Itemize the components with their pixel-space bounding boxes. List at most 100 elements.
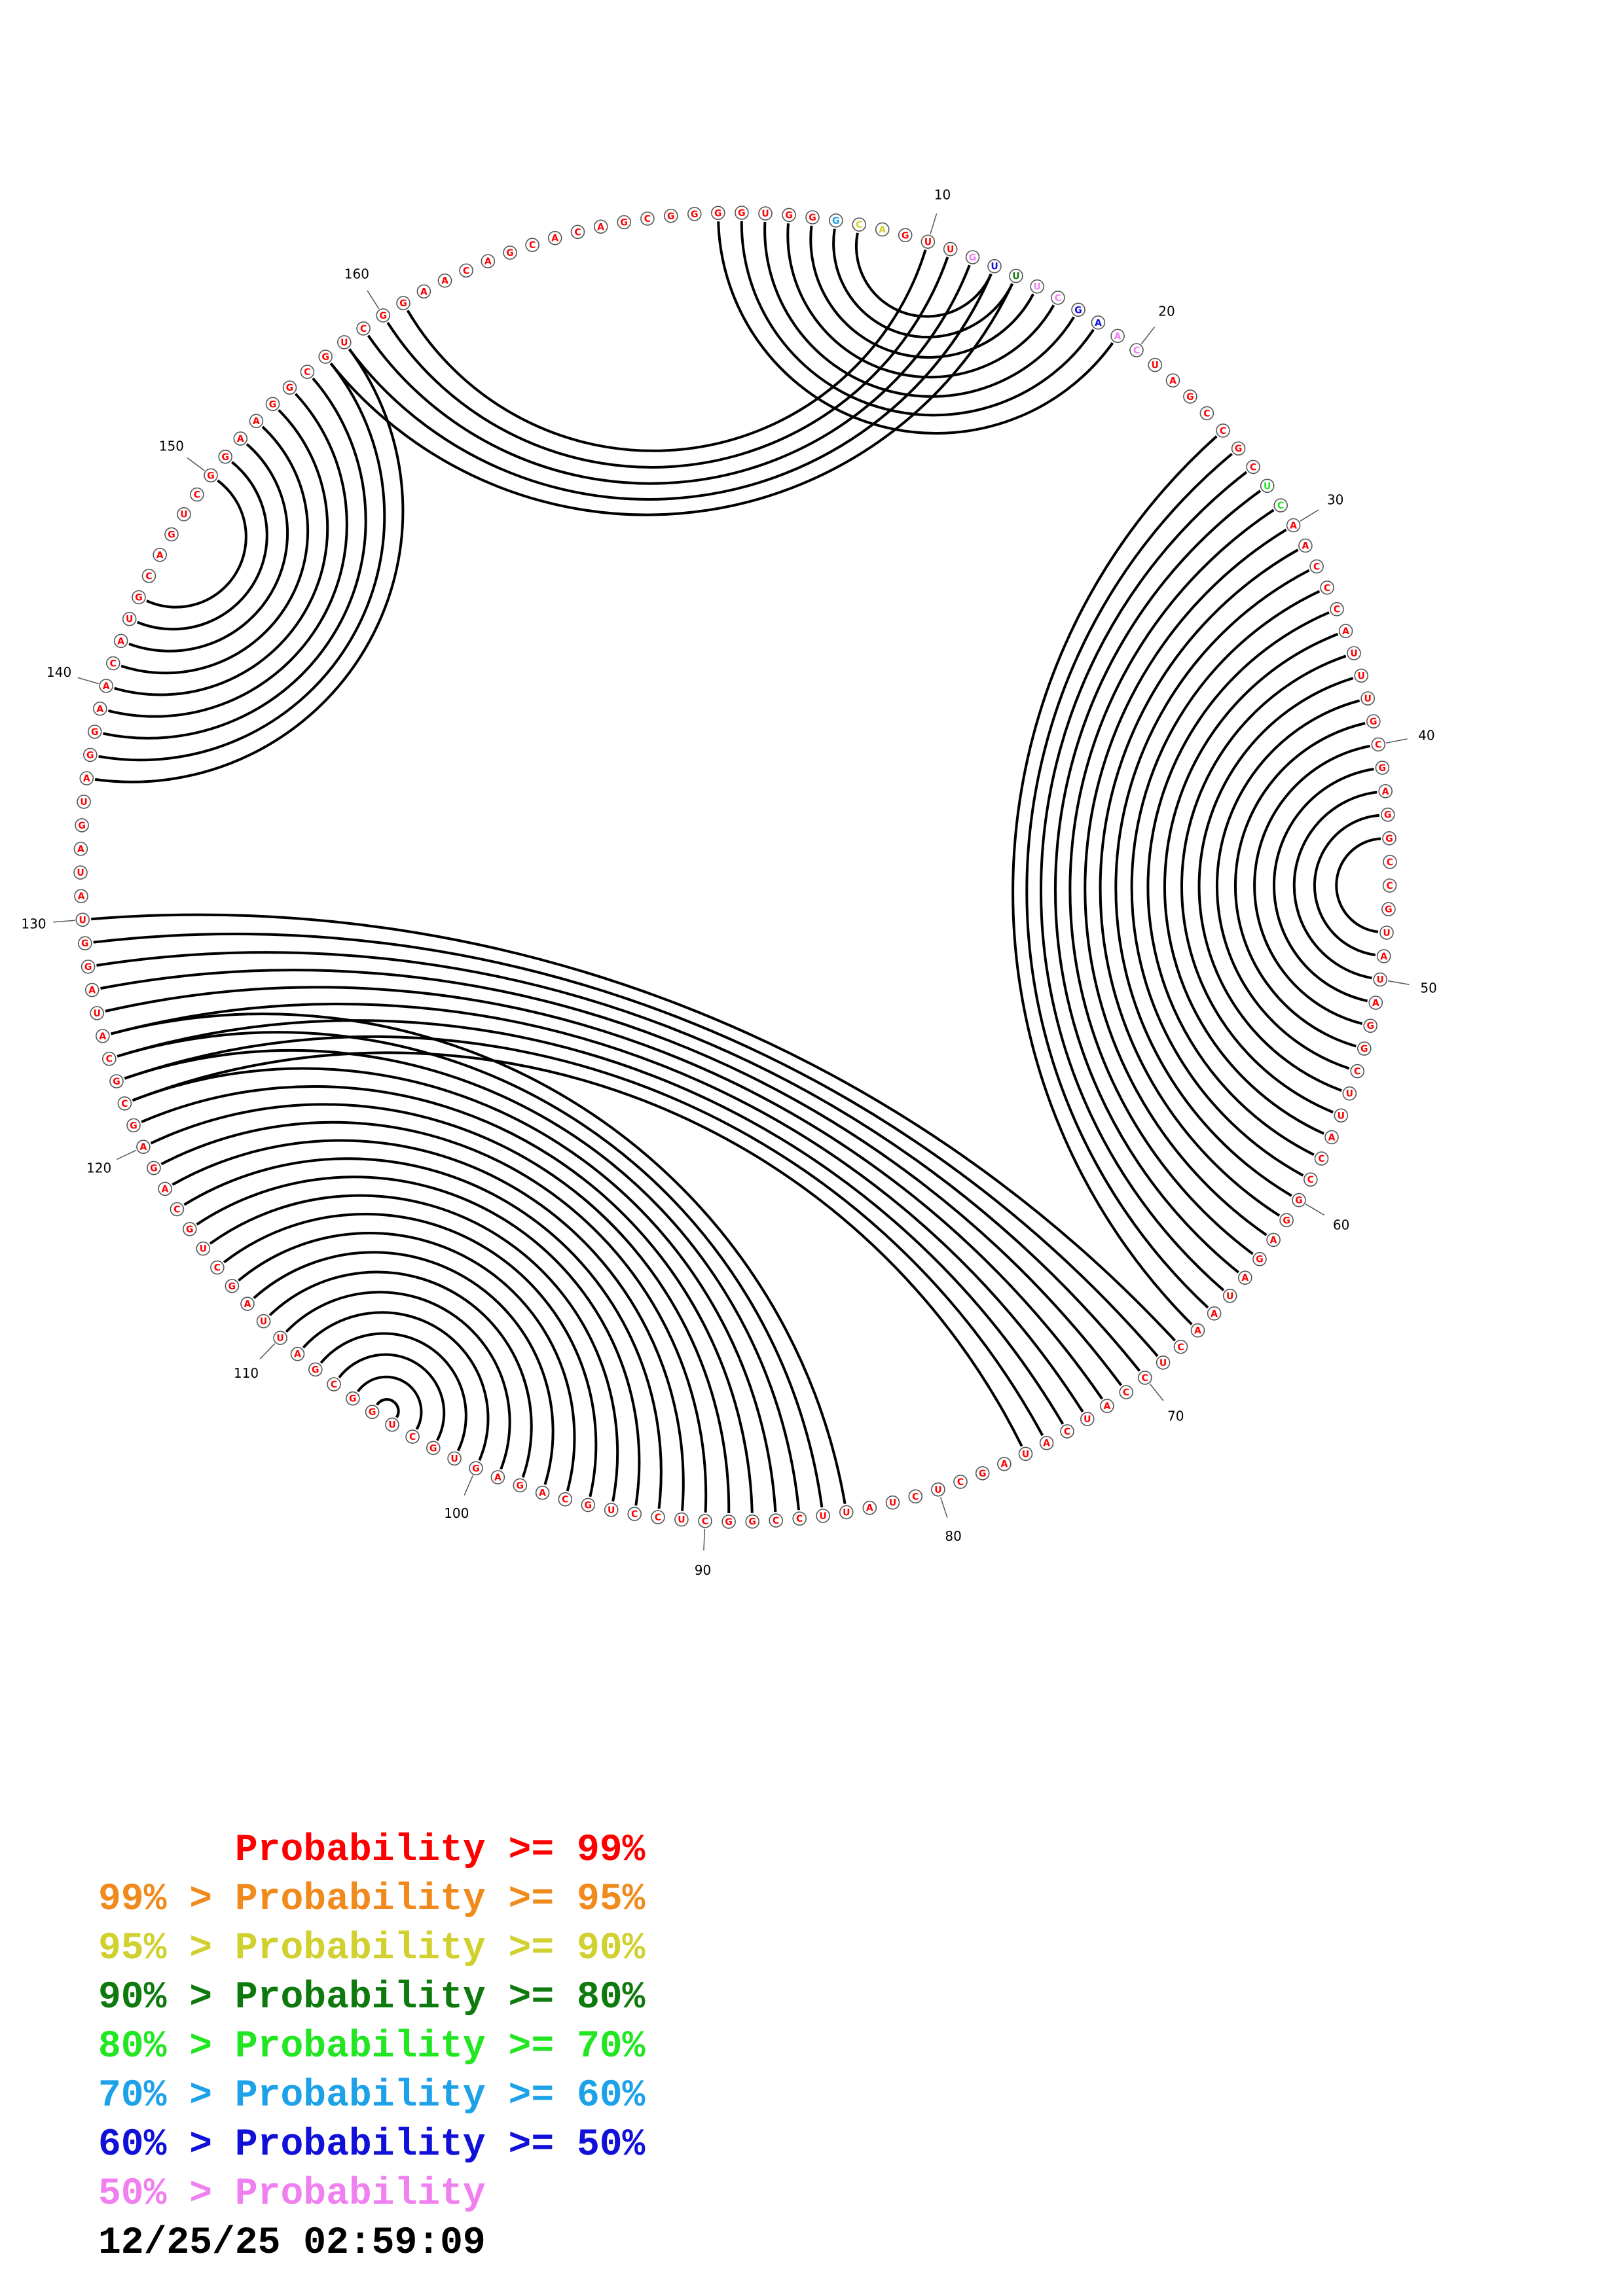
nucleotide-letter: U — [126, 615, 133, 625]
nucleotide-circle — [99, 679, 113, 693]
pair-arc-102-107 — [338, 1353, 446, 1441]
nucleotide-105: G — [365, 1405, 380, 1419]
nucleotide-1: G — [711, 206, 725, 221]
nucleotide-circle — [290, 1346, 305, 1361]
nucleotide-circle — [170, 1202, 185, 1217]
tick-line — [1140, 326, 1156, 344]
nucleotide-letter: C — [1133, 346, 1140, 356]
nucleotide-circle — [758, 206, 773, 221]
pair-arc-43-49 — [1313, 814, 1379, 957]
nucleotide-circle — [346, 1391, 360, 1406]
nucleotide-173: G — [664, 208, 678, 223]
legend-lower-bound — [98, 1829, 235, 1872]
nucleotide-161: G — [396, 296, 410, 310]
nucleotide-147: G — [164, 527, 179, 542]
nucleotide-48: U — [1379, 925, 1394, 940]
nucleotide-9: G — [898, 228, 913, 243]
nucleotide-letter: A — [1169, 376, 1176, 386]
nucleotide-letter: C — [1386, 881, 1393, 891]
nucleotide-circle — [1060, 1424, 1074, 1439]
nucleotide-circle — [1199, 406, 1214, 421]
nucleotide-circle — [1279, 1213, 1294, 1228]
nucleotide-circle — [75, 912, 90, 927]
nucleotide-77: A — [997, 1456, 1012, 1471]
nucleotide-letter: U — [79, 915, 86, 925]
nucleotide-circle — [1100, 1399, 1114, 1413]
nucleotide-letter: C — [529, 240, 536, 251]
legend-upper-bound: >= 80% — [508, 1977, 646, 2019]
nucleotide-circle — [1324, 1130, 1339, 1145]
nucleotide-circle — [1231, 441, 1246, 456]
nucleotide-letter: G — [585, 1500, 593, 1511]
legend-row: 80% > Probability >= 70% — [98, 2022, 645, 2072]
nucleotide-circle — [282, 380, 297, 395]
nucleotide-letter: G — [691, 209, 699, 220]
nucleotide-circle — [1304, 1172, 1318, 1187]
nucleotide-circle — [87, 725, 102, 739]
nucleotide-circle — [1292, 1193, 1306, 1208]
nucleotide-letter: G — [714, 208, 722, 219]
pair-arc-33-59 — [1130, 590, 1321, 1177]
nucleotide-55: U — [1342, 1086, 1357, 1101]
nucleotide-circle — [117, 1096, 132, 1111]
nucleotide-45: C — [1383, 855, 1397, 869]
nucleotide-letter: C — [957, 1477, 964, 1488]
nucleotide-letter: C — [1177, 1342, 1184, 1353]
nucleotide-letter: A — [237, 434, 244, 444]
nucleotide-22: A — [1165, 373, 1180, 388]
nucleotide-letter: C — [1123, 1388, 1129, 1398]
nucleotide-letter: U — [761, 209, 769, 219]
legend-row: 95% > Probability >= 90% — [98, 1924, 645, 1973]
nucleotide-letter: G — [1360, 1044, 1368, 1054]
pair-arc-40-52 — [1253, 744, 1370, 1026]
nucleotide-circle — [158, 1181, 172, 1196]
nucleotide-letter: A — [244, 1299, 251, 1310]
nucleotide-circle — [816, 1509, 830, 1523]
nucleotide-circle — [805, 210, 820, 224]
pair-arc-70-128 — [96, 951, 1141, 1372]
nucleotide-letter: A — [103, 681, 110, 692]
nucleotide-letter: U — [924, 237, 932, 247]
nucleotide-letter: G — [667, 211, 675, 222]
nucleotide-letter: A — [551, 234, 558, 244]
nucleotide-circle — [525, 238, 539, 253]
legend-label: Probability — [234, 2026, 486, 2068]
pair-arcs — [91, 221, 1381, 1514]
nucleotide-letter: U — [77, 868, 84, 878]
nucleotide-88: G — [745, 1514, 759, 1529]
nucleotide-138: G — [87, 725, 102, 739]
nucleotide-11: U — [943, 242, 958, 257]
nucleotide-54: C — [1350, 1064, 1364, 1079]
tick-line — [1305, 1204, 1325, 1216]
nucleotide-circle — [83, 747, 98, 762]
pair-arc-72-126 — [105, 986, 1104, 1400]
legend-upper-bound: >= 95% — [508, 1878, 646, 1921]
legend-label: Probability — [234, 1878, 486, 1921]
nucleotide-120: A — [136, 1139, 151, 1154]
nucleotide-circle — [196, 1241, 211, 1256]
nucleotide-circle — [490, 1470, 505, 1484]
nucleotide-17: G — [1071, 302, 1085, 317]
nucleotide-30: A — [1286, 518, 1301, 533]
nucleotide-93: C — [627, 1507, 642, 1521]
legend-label: Probability — [234, 2075, 486, 2117]
legend-lower-bound: 90% > — [98, 1977, 235, 2019]
nucleotide-letter: C — [773, 1516, 779, 1526]
nucleotide-circle — [204, 468, 218, 483]
nucleotide-circle — [1129, 343, 1144, 357]
nucleotide-letter: G — [221, 452, 229, 463]
nucleotide-letter: G — [472, 1463, 480, 1474]
nucleotide-letter: G — [1385, 834, 1393, 844]
nucleotide-63: G — [1252, 1251, 1267, 1266]
pair-arc-25-67 — [1012, 435, 1218, 1325]
nucleotide-circle — [126, 1118, 141, 1133]
nucleotide-15: U — [1030, 279, 1044, 294]
legend-label: Probability — [234, 2124, 486, 2166]
nucleotide-151: G — [218, 449, 233, 464]
nucleotide-95: G — [581, 1498, 596, 1513]
nucleotide-letter: A — [1043, 1439, 1050, 1449]
nucleotide-108: G — [308, 1362, 323, 1377]
nucleotide-152: A — [233, 431, 248, 446]
legend-lower-bound: 95% > — [98, 1928, 235, 1970]
nucleotide-125: A — [96, 1029, 110, 1043]
